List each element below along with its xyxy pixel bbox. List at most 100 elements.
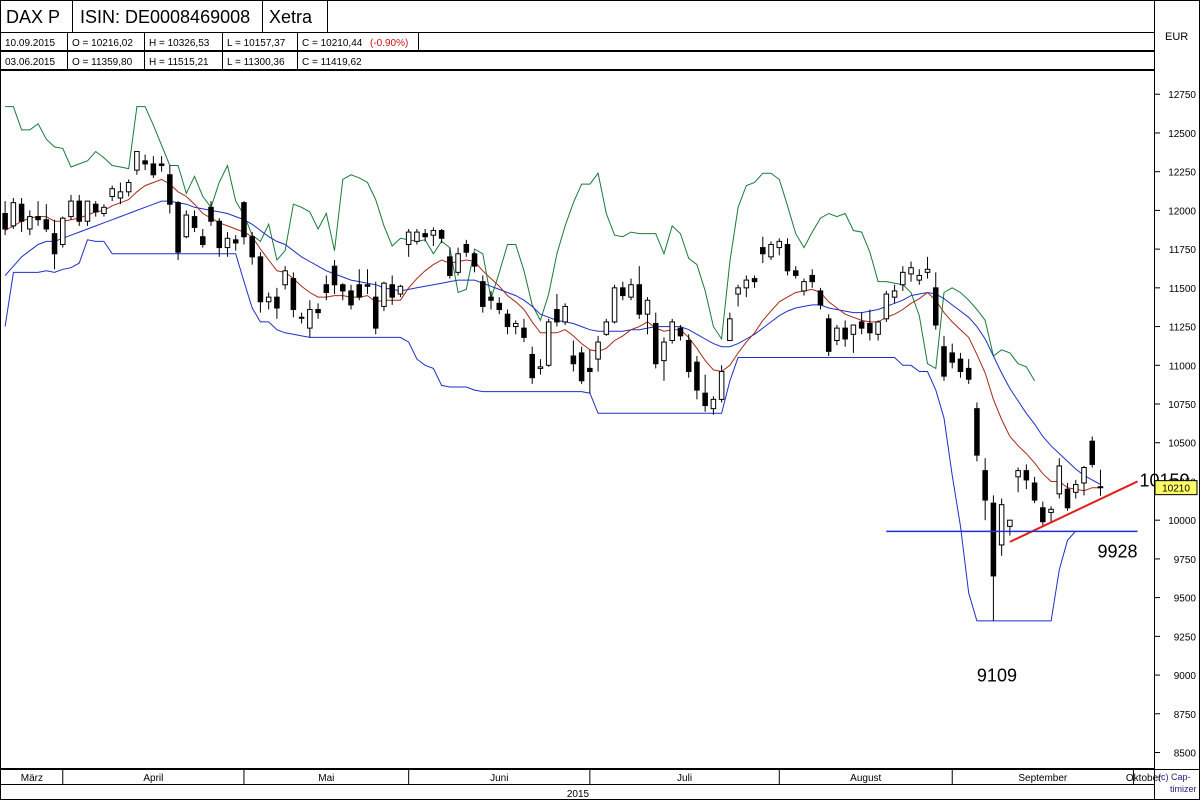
candle: [167, 165, 173, 214]
candle: [175, 201, 181, 260]
candle: [10, 198, 17, 229]
candle-body: [620, 287, 626, 297]
candle: [109, 185, 115, 202]
upper-band-line: [5, 106, 1036, 382]
candle-body: [60, 217, 66, 245]
candle: [735, 284, 741, 307]
candle: [290, 272, 297, 318]
candle-body: [216, 220, 223, 249]
candle: [488, 290, 494, 310]
candle: [68, 194, 74, 220]
candle: [529, 346, 535, 384]
candle: [249, 232, 255, 265]
candle-body: [578, 352, 585, 382]
candle-body: [447, 256, 453, 276]
candle: [900, 266, 906, 291]
candle-body: [200, 236, 206, 245]
candle: [644, 297, 651, 335]
candle-body: [883, 293, 890, 320]
copyright-line-1: (c) Cap-: [1158, 772, 1191, 782]
candle-body: [554, 309, 560, 323]
candle-body: [109, 188, 115, 197]
candle-body: [974, 408, 980, 456]
candle: [512, 320, 519, 335]
candle-body: [743, 279, 750, 289]
candle-body: [595, 341, 601, 360]
ohlc-row-2: 03.06.2015 O = 11359,80 H = 11515,21 L =…: [0, 51, 1155, 70]
candle-body: [397, 285, 404, 295]
candle: [84, 200, 91, 226]
year-label: 2015: [567, 789, 590, 800]
lower-band-line: [4, 239, 1077, 622]
y-axis-panel: [1154, 0, 1200, 770]
candle: [2, 201, 8, 236]
candle-body: [307, 309, 313, 329]
candle-body: [232, 239, 239, 244]
month-label: August: [850, 773, 881, 784]
candle: [422, 228, 428, 242]
candle: [982, 458, 988, 521]
candle: [356, 269, 363, 301]
annotations: 1015099289109: [886, 470, 1190, 685]
candle-body: [315, 309, 321, 314]
candle: [957, 352, 964, 378]
x-axis-panel: [0, 769, 1155, 785]
candle: [718, 365, 725, 403]
candle-body: [727, 318, 733, 342]
candle: [1048, 506, 1054, 522]
candle-body: [422, 233, 428, 238]
row1-date: 10.09.2015: [5, 38, 55, 49]
candle: [43, 204, 50, 233]
header-bar: DAX P ISIN: DE0008469008 Xetra: [0, 0, 1155, 33]
candles: [2, 151, 1104, 621]
candle-body: [1056, 465, 1063, 495]
candle: [908, 261, 914, 282]
candle-body: [471, 253, 478, 267]
candle: [241, 201, 247, 245]
candle: [265, 292, 272, 310]
candle-body: [784, 243, 791, 272]
candle-body: [718, 370, 725, 400]
candle-body: [455, 253, 461, 273]
candle-body: [323, 284, 330, 293]
candle-body: [298, 316, 305, 319]
candle-body: [274, 296, 280, 309]
candle: [702, 374, 708, 412]
candle-body: [965, 367, 972, 380]
y-tick-label: 11750: [1169, 245, 1197, 256]
copyright-line-2: timizer: [1170, 784, 1197, 794]
candle: [727, 312, 733, 342]
candle-body: [562, 305, 568, 323]
candle: [1056, 458, 1063, 499]
candle: [232, 235, 239, 251]
candle: [595, 335, 601, 372]
candle-body: [43, 219, 50, 230]
candle-body: [611, 287, 618, 323]
candle-body: [825, 318, 832, 352]
candle-body: [512, 322, 519, 328]
candle: [1089, 436, 1095, 468]
candle-body: [1097, 486, 1104, 489]
candle: [1097, 469, 1104, 496]
candle: [809, 269, 815, 288]
candle: [587, 349, 593, 394]
candle-body: [916, 274, 923, 281]
month-label: April: [143, 773, 163, 784]
candle-body: [208, 206, 214, 222]
candle: [965, 359, 972, 384]
candle-body: [405, 231, 412, 245]
candle-body: [842, 327, 848, 340]
candle-body: [51, 233, 58, 255]
candle-body: [167, 174, 173, 205]
row1-high: H = 10326,53: [149, 38, 210, 49]
candle-body: [504, 313, 511, 328]
candle-body: [587, 367, 593, 372]
candle: [825, 314, 832, 356]
candle: [18, 198, 25, 233]
candle-body: [867, 322, 873, 334]
y-tick-label: 11250: [1169, 323, 1197, 334]
candle: [792, 266, 799, 279]
candle: [1072, 479, 1079, 499]
candle-body: [340, 284, 346, 292]
candle: [125, 179, 132, 197]
